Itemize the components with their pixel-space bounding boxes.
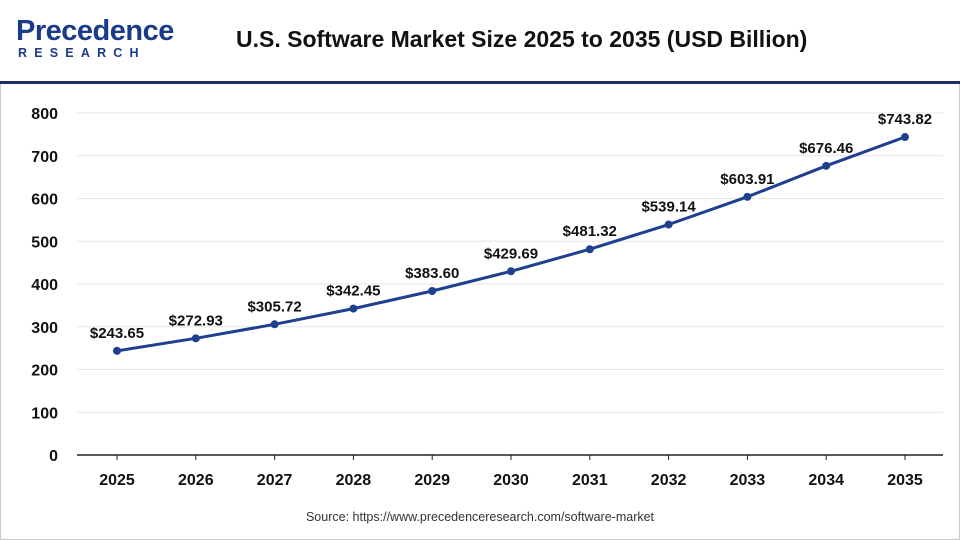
y-tick-label: 0 (49, 448, 58, 465)
data-label: $676.46 (799, 140, 853, 157)
y-tick-label: 800 (31, 106, 58, 123)
data-point (349, 304, 358, 313)
y-tick-label: 500 (31, 234, 58, 251)
x-tick-label: 2029 (414, 472, 450, 489)
logo-subtitle: RESEARCH (18, 46, 146, 60)
data-point (191, 334, 200, 343)
x-tick-label: 2028 (336, 472, 372, 489)
source-note: Source: https://www.precedenceresearch.c… (305, 510, 655, 524)
data-point (585, 245, 594, 254)
data-point (743, 192, 752, 201)
x-tick-label: 2030 (493, 472, 529, 489)
y-tick-label: 400 (31, 277, 58, 294)
data-point (901, 133, 909, 142)
data-label: $305.72 (247, 298, 301, 315)
y-tick-label: 700 (31, 149, 58, 166)
x-tick-label: 2031 (572, 472, 608, 489)
data-label: $383.60 (405, 265, 459, 282)
data-point (113, 346, 121, 355)
x-tick-label: 2034 (808, 472, 844, 489)
data-label: $429.69 (484, 245, 538, 262)
header-divider (0, 81, 960, 84)
data-point (507, 267, 515, 276)
x-tick-label: 2026 (178, 472, 214, 489)
chart-title: U.S. Software Market Size 2025 to 2035 (… (236, 26, 808, 52)
brand-logo: Precedence RESEARCH (16, 16, 174, 62)
data-label: $481.32 (563, 223, 617, 240)
y-tick-label: 200 (31, 363, 58, 380)
data-label: $603.91 (720, 171, 774, 188)
x-tick-label: 2027 (257, 472, 293, 489)
data-label: $342.45 (326, 283, 380, 300)
series-line (116, 135, 906, 353)
x-tick-label: 2032 (651, 472, 687, 489)
y-tick-label: 600 (31, 192, 58, 209)
data-label: $243.65 (90, 325, 144, 342)
line-chart: 0 100 200 300 400 500 600 700 800 2025 2026 2027 202… (31, 106, 943, 489)
data-point (428, 287, 437, 296)
data-point (270, 320, 279, 329)
x-tick-label: 2033 (730, 472, 766, 489)
y-tick-label: 100 (31, 405, 58, 422)
x-tick-label: 2025 (99, 472, 135, 489)
data-label: $539.14 (641, 199, 696, 216)
data-label: $743.82 (878, 111, 932, 128)
chart-header: Precedence RESEARCH U.S. Software Market… (0, 0, 960, 82)
y-tick-label: 300 (31, 320, 58, 337)
x-tick-label: 2035 (887, 472, 923, 489)
data-point (822, 161, 831, 170)
data-point (664, 220, 673, 229)
data-label: $272.93 (169, 312, 223, 329)
logo-wordmark: Precedence (16, 15, 174, 47)
